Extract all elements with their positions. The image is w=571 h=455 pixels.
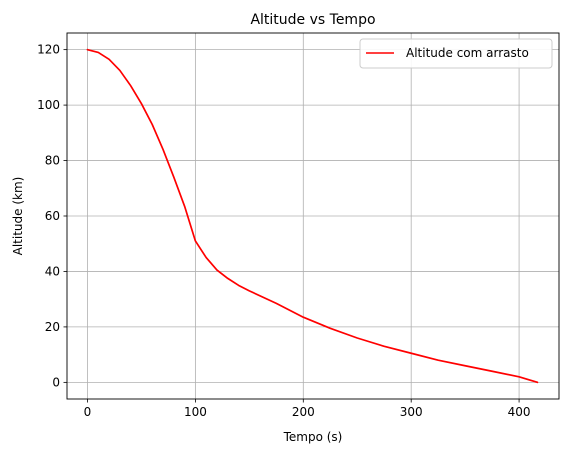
x-tick-label: 100 [184, 405, 207, 419]
grid [67, 33, 559, 399]
series-layer [86, 48, 539, 384]
x-tick-label: 400 [508, 405, 531, 419]
y-tick-label: 0 [52, 375, 60, 389]
chart-title: Altitude vs Tempo [250, 12, 375, 28]
legend-label: Altitude com arrasto [406, 46, 529, 60]
x-axis-ticks: 0 100 200 300 400 [84, 399, 531, 419]
y-tick-label: 80 [45, 154, 60, 168]
x-axis-label: Tempo (s) [283, 430, 343, 444]
y-tick-label: 60 [45, 209, 60, 223]
y-tick-label: 120 [37, 43, 60, 57]
y-axis-ticks: 0 20 40 60 80 100 120 [37, 43, 67, 389]
y-tick-label: 100 [37, 98, 60, 112]
legend-box [359, 38, 553, 69]
y-tick-label: 40 [45, 264, 60, 278]
y-tick-label: 20 [45, 320, 60, 334]
y-axis-label: Altitude (km) [11, 177, 25, 256]
legend: Altitude com arrasto [359, 38, 553, 69]
x-tick-label: 200 [292, 405, 315, 419]
x-tick-label: 300 [400, 405, 423, 419]
x-tick-label: 0 [84, 405, 92, 419]
series-line [86, 48, 539, 384]
